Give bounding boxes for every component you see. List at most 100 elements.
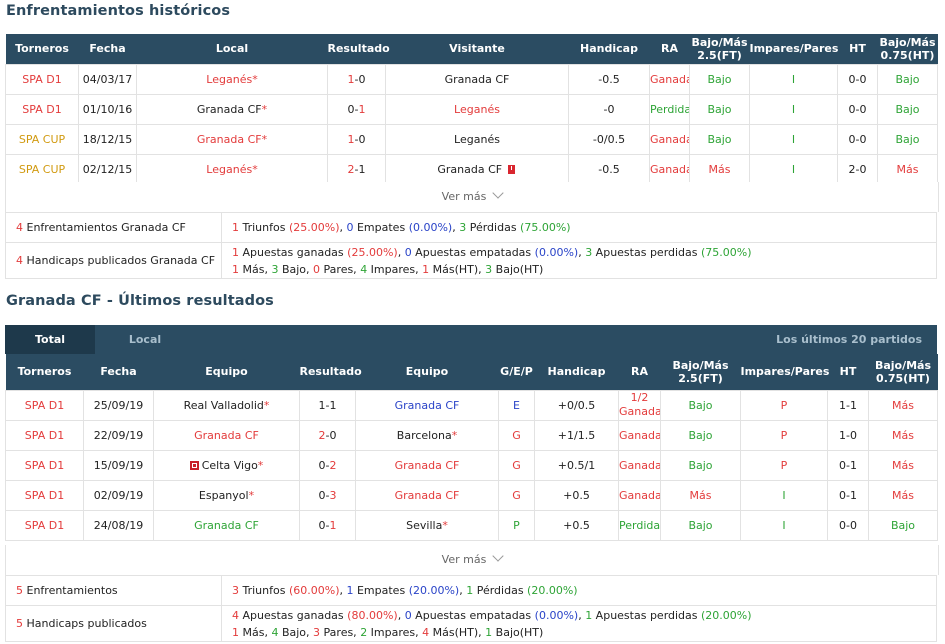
header-line: Bajo/Más — [672, 358, 729, 372]
win-draw-loss: G — [498, 479, 535, 511]
header-line: 2.5(FT) — [678, 371, 723, 385]
summary-fragment: (20.00%) — [408, 584, 460, 597]
result-cell[interactable]: 1-1 — [299, 389, 356, 421]
summary-fragment: Pérdidas — [473, 584, 528, 597]
result-cell[interactable]: 1-0 — [327, 63, 386, 95]
tab-total[interactable]: Total — [5, 325, 95, 354]
over-under-ft: Más — [660, 479, 741, 511]
handicap: -0/0.5 — [568, 123, 650, 155]
column-header: Local — [136, 34, 328, 64]
win-draw-loss: E — [498, 389, 535, 421]
score-away: 3 — [329, 488, 337, 502]
summary-fragment: 3 — [232, 584, 239, 597]
team-crest-icon — [189, 460, 199, 470]
team-name-link[interactable]: Leganés — [454, 132, 500, 146]
team-name-link[interactable]: Granada CF — [196, 102, 262, 116]
summary-fragment: Más, — [239, 262, 272, 276]
score-away: 1 — [358, 162, 366, 176]
summary-fragment: Más, — [239, 625, 272, 639]
summary-fragment: Apuestas empatadas — [411, 608, 535, 622]
team-name-link[interactable]: Celta Vigo — [201, 458, 258, 472]
column-header: Equipo — [153, 354, 300, 390]
team-name-link[interactable]: Granada CF — [194, 428, 259, 442]
result-cell[interactable]: 0-1 — [327, 93, 386, 125]
table-row: SPA CUP 02/12/15 Leganés* 2-1 Granada CF -0.… — [5, 153, 938, 185]
team-name-link[interactable]: Granada CF — [437, 162, 503, 176]
match-date: 24/08/19 — [83, 509, 154, 541]
home-marker: * — [442, 518, 448, 532]
team-name-link[interactable]: Espanyol — [198, 488, 249, 502]
summary-fragment: Más(HT), — [429, 262, 486, 276]
team-name-link[interactable]: Leganés — [206, 162, 253, 176]
column-header: Impares/Pares — [749, 34, 838, 64]
odd-even: P — [740, 449, 828, 481]
table-row: SPA D1 25/09/19 Real Valladolid* 1-1 Granada… — [5, 389, 938, 421]
over-under-ht: Más — [868, 479, 938, 511]
result-cell[interactable]: 2-1 — [327, 153, 386, 185]
tournament-link[interactable]: SPA D1 — [5, 449, 84, 481]
away-team: Granada CF — [385, 63, 569, 95]
tournament-link[interactable]: SPA CUP — [5, 123, 79, 155]
handicap: +0.5 — [534, 509, 619, 541]
result-cell[interactable]: 0-3 — [299, 479, 356, 511]
team-name-link[interactable]: Granada CF — [194, 518, 259, 532]
handicap: +0.5/1 — [534, 449, 619, 481]
home-marker: * — [257, 458, 264, 472]
result-cell[interactable]: 2-0 — [299, 419, 356, 451]
score-home: 2 — [318, 428, 326, 442]
summary-fragment: Pares, — [320, 262, 361, 276]
tournament-link[interactable]: SPA D1 — [5, 419, 84, 451]
tournament-link[interactable]: SPA D1 — [5, 479, 84, 511]
match-date: 01/10/16 — [78, 93, 137, 125]
team-name-link[interactable]: Granada CF — [394, 398, 460, 412]
table-row: SPA D1 01/10/16 Granada CF* 0-1 Leganés -0 Per… — [5, 93, 938, 125]
header-line: 2.5(FT) — [697, 48, 742, 62]
tournament-link[interactable]: SPA D1 — [5, 389, 84, 421]
tournament-link[interactable]: SPA CUP — [5, 153, 79, 185]
odd-even: P — [740, 419, 828, 451]
team-name-link[interactable]: Granada CF — [444, 72, 510, 86]
win-draw-loss: G — [498, 419, 535, 451]
table-row: SPA D1 24/08/19 Granada CF 0-1 Sevilla* P +0.5… — [5, 509, 938, 541]
chevron-down-icon — [492, 187, 504, 199]
tournament-link[interactable]: SPA D1 — [5, 93, 79, 125]
score-away: 0 — [358, 72, 366, 86]
table-row: SPA D1 15/09/19 Celta Vigo* 0-2 Granada CF G +… — [5, 449, 938, 481]
summary-fragment: Pares, — [320, 625, 361, 639]
tab-local[interactable]: Local — [128, 333, 162, 346]
away-team: Granada CF — [385, 153, 569, 185]
summary-fragment: , — [578, 245, 586, 259]
column-header: Bajo/Más 0.75(HT) — [868, 354, 938, 390]
team-name-link[interactable]: Barcelona — [396, 428, 452, 442]
summary-fragment: 3 — [313, 625, 321, 639]
result-cell[interactable]: 1-0 — [327, 123, 386, 155]
half-time-score: 0-0 — [837, 93, 878, 125]
team-name-link[interactable]: Leganés — [454, 102, 500, 116]
summary-fragment: 1 — [232, 221, 239, 234]
recent-summary-record: 5 Enfrentamientos 3 Triunfos (60.00%), 1… — [5, 575, 937, 606]
tournament-link[interactable]: SPA D1 — [5, 509, 84, 541]
summary-fragment: 1 — [232, 625, 239, 639]
home-marker: * — [248, 488, 255, 502]
ra-line: 1/2 — [630, 391, 649, 404]
summary-values: 4 Apuestas ganadas (80.00%), 0 Apuestas … — [221, 605, 937, 642]
team-name-link[interactable]: Granada CF — [394, 488, 460, 502]
team-name-link[interactable]: Sevilla — [406, 518, 443, 532]
recent-ver-mas-button[interactable]: Ver más — [5, 545, 939, 575]
summary-fragment: (0.00%) — [534, 608, 579, 622]
header-line: 0.75(HT) — [876, 371, 930, 385]
team-name-link[interactable]: Granada CF — [394, 458, 460, 472]
summary-fragment: 3 — [459, 221, 467, 234]
team-name-link[interactable]: Granada CF — [196, 132, 262, 146]
tournament-link[interactable]: SPA D1 — [5, 63, 79, 95]
team-name-link[interactable]: Leganés — [206, 72, 253, 86]
h2h-ver-mas-button[interactable]: Ver más — [5, 182, 939, 212]
over-under-ft: Más — [689, 153, 750, 185]
team-name-link[interactable]: Real Valladolid — [183, 398, 264, 412]
summary-fragment: (20.00%) — [527, 584, 578, 597]
win-draw-loss: G — [498, 449, 535, 481]
score-away: 1 — [329, 398, 337, 412]
result-cell[interactable]: 0-1 — [299, 509, 356, 541]
result-cell[interactable]: 0-2 — [299, 449, 356, 481]
home-team: Granada CF — [153, 509, 300, 541]
